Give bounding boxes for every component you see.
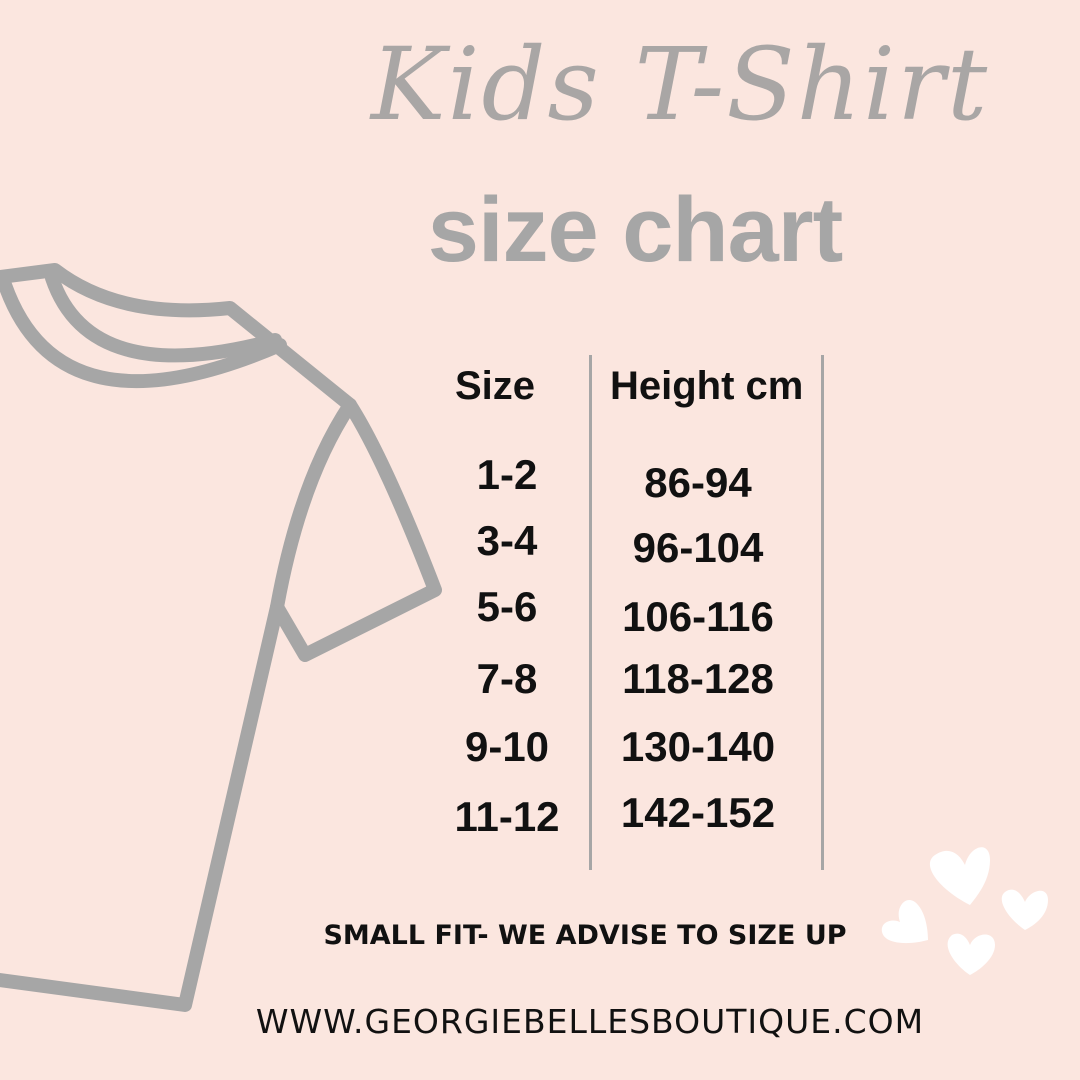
column-divider: [589, 355, 592, 870]
size-cell: 7-8: [476, 655, 538, 702]
height-cell: 96-104: [632, 524, 764, 571]
height-cell: 118-128: [622, 655, 774, 702]
fit-note: SMALL FIT- WE ADVISE TO SIZE UP: [323, 920, 847, 951]
size-cell: 5-6: [476, 583, 538, 630]
size-cell: 11-12: [454, 793, 560, 840]
height-cell: 130-140: [620, 723, 776, 770]
header-height: Height cm: [610, 364, 804, 408]
website-url: WWW.GEORGIEBELLESBOUTIQUE.COM: [255, 1002, 925, 1041]
size-cell: 3-4: [476, 517, 538, 564]
size-cell: 9-10: [464, 723, 550, 770]
size-cell: 1-2: [476, 451, 538, 498]
hearts-icon: [881, 847, 1048, 975]
column-divider: [821, 355, 824, 870]
height-cell: 142-152: [620, 789, 776, 836]
height-cell: 86-94: [644, 459, 752, 506]
header-size: Size: [455, 364, 536, 408]
title-bold: size chart: [427, 179, 843, 281]
height-cell: 106-116: [622, 593, 774, 640]
title-script: Kids T-Shirt: [370, 26, 990, 143]
